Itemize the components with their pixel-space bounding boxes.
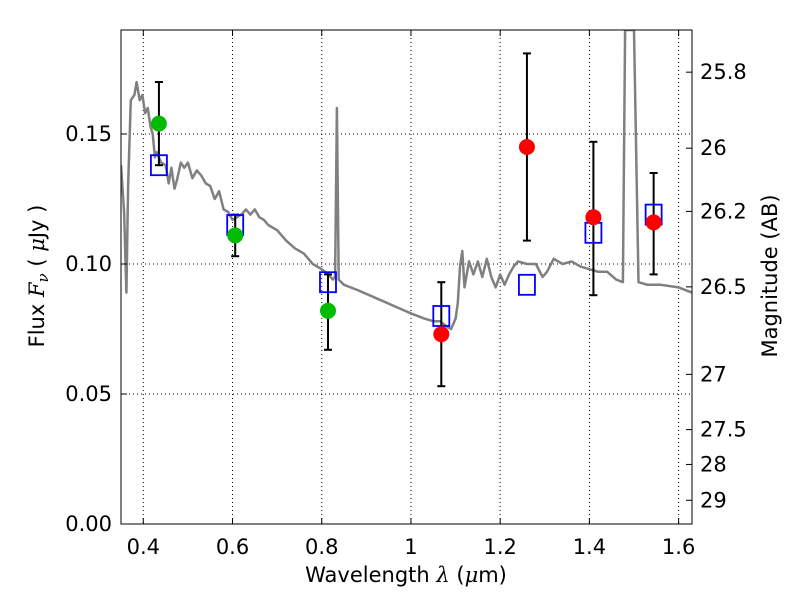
y-tick-label: 0.00 [65, 512, 112, 536]
x-tick-label: 1.6 [662, 535, 695, 559]
mag-tick-label: 26.2 [700, 199, 747, 223]
error-bars [154, 52, 658, 388]
model-photometry-squares [150, 154, 663, 327]
model-square-marker [319, 271, 337, 294]
x-tick-label: 0.4 [127, 535, 160, 559]
x-tick-label: 1.2 [483, 535, 516, 559]
green-data-point [150, 115, 167, 132]
red-data-point [645, 214, 662, 231]
model-spectrum-line [121, 30, 692, 331]
x-tick-label: 1 [404, 535, 417, 559]
model-square-marker [150, 154, 168, 177]
grid [121, 30, 692, 524]
red-data-point [433, 326, 450, 343]
red-data-point [585, 209, 602, 226]
y-axis-label: Flux Fν ( μJy ) [25, 205, 52, 348]
observed-points [150, 115, 662, 343]
red-data-point [518, 139, 535, 155]
y-tick-label: 0.10 [65, 252, 112, 276]
x-axis-label: Wavelength λ (μm) [305, 563, 507, 587]
green-data-point [319, 302, 336, 319]
model-square-marker [432, 305, 451, 327]
x-tick-label: 0.6 [216, 535, 249, 559]
y-tick-label: 0.05 [65, 382, 112, 406]
plot-frame [120, 29, 693, 525]
mag-tick-label: 27 [700, 362, 727, 386]
green-data-point [227, 227, 244, 244]
mag-tick-label: 27.5 [700, 418, 747, 442]
model-spectrum [121, 30, 692, 331]
x-tick-label: 1.4 [573, 535, 606, 559]
model-square-marker [518, 273, 536, 296]
y-tick-label: 0.15 [65, 122, 112, 146]
x-tick-label: 0.8 [305, 535, 338, 559]
mag-tick-label: 28 [700, 452, 727, 476]
mag-tick-label: 29 [700, 488, 727, 512]
mag-tick-label: 25.8 [700, 60, 747, 84]
y-axis-label-right: Magnitude (AB) [758, 194, 782, 357]
mag-tick-label: 26.5 [700, 275, 747, 299]
mag-tick-label: 26 [700, 136, 727, 160]
axis-ticks: 0.4 0.6 0.8 1 1.2 1.4 1.6 0.00 0.05 0.10 0.15 25.8 2… [65, 30, 747, 559]
